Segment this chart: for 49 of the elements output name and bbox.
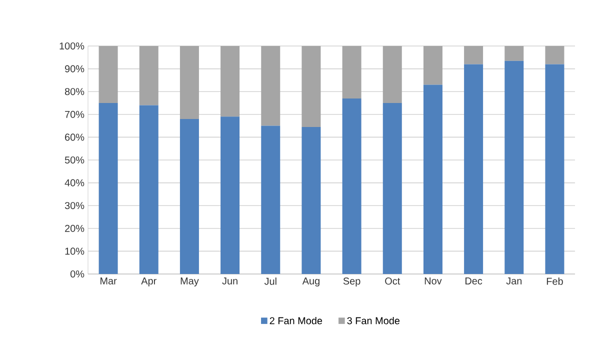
bar: [302, 46, 321, 127]
bar: [423, 46, 442, 85]
legend-label: 2 Fan Mode: [270, 316, 322, 324]
y-tick-label: 60%: [65, 134, 84, 141]
x-tick-label: Sep: [343, 278, 360, 287]
bar: [180, 46, 199, 119]
bar: [302, 126, 321, 274]
x-tick-label: Mar: [100, 278, 117, 284]
y-tick-label: 40%: [64, 179, 84, 186]
y-tick-label: 50%: [64, 156, 84, 164]
bar: [545, 64, 564, 274]
x-tick-label: Apr: [141, 278, 156, 286]
x-tick-label: Jun: [222, 278, 238, 284]
y-tick-label: 10%: [65, 248, 84, 255]
x-tick-label: May: [180, 278, 199, 286]
legend-label: 3 Fan Mode: [347, 316, 400, 324]
y-tick-label: 70%: [65, 110, 84, 118]
y-tick-label: 30%: [64, 202, 84, 210]
bar: [423, 84, 442, 274]
bar: [545, 46, 564, 64]
bar: [98, 46, 118, 103]
y-tick-label: 90%: [65, 65, 84, 72]
y-tick-label: 0%: [70, 270, 84, 278]
bar: [382, 46, 402, 103]
y-tick-label: 100%: [60, 42, 84, 50]
bar: [261, 126, 280, 274]
x-tick-label: Nov: [424, 278, 442, 284]
bar: [98, 103, 118, 274]
bar: [139, 46, 158, 106]
bar: [261, 46, 280, 126]
y-tick-label: 80%: [64, 88, 84, 96]
x-tick-label: Jan: [506, 278, 522, 284]
bar: [180, 118, 199, 274]
x-tick-label: Feb: [546, 278, 563, 285]
bar: [504, 46, 524, 61]
x-tick-label: Jul: [264, 278, 276, 285]
bar: [342, 98, 362, 274]
x-tick-label: Dec: [466, 278, 482, 284]
bar: [220, 116, 240, 274]
bar: [464, 46, 484, 64]
bar: [504, 60, 524, 274]
y-tick-label: 20%: [65, 224, 84, 232]
bar: [342, 46, 362, 98]
x-tick-label: Aug: [302, 278, 320, 286]
bar: [139, 105, 158, 274]
bar: [464, 64, 484, 274]
bar: [220, 46, 240, 117]
x-tick-label: Oct: [385, 278, 400, 285]
bar: [382, 103, 402, 274]
